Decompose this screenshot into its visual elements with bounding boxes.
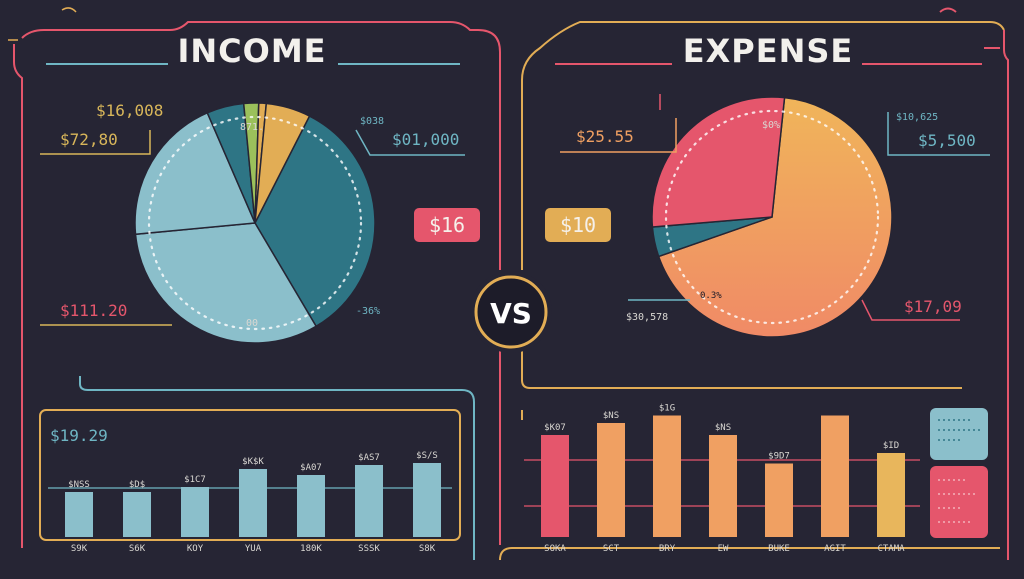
expense-bars-tick-label-1: SCT — [603, 544, 620, 554]
income-bars-tick-label-3: YUA — [245, 544, 262, 554]
income-bars-value-label-3: $K$K — [242, 457, 264, 467]
income-slice-label: 871. — [240, 122, 264, 133]
expense-bars-value-label-1: $NS — [603, 411, 619, 421]
expense-small-slice-label: 0.3% — [700, 291, 722, 301]
income-bars-tick-label-1: S6K — [129, 544, 146, 554]
income-badge: $16 — [414, 208, 480, 242]
expense-bars-bar-5 — [821, 415, 849, 537]
expense-bars-tick-label-5: AGIT — [824, 544, 846, 554]
expense-bars-tick-label-2: BRY — [659, 544, 676, 554]
income-bars-bar-6 — [413, 463, 441, 537]
expense-bars-bar-4 — [765, 463, 793, 537]
expense-bars-tick-label-6: CTAMA — [877, 544, 905, 554]
expense-bars-tick-label-3: EW — [718, 544, 729, 554]
income-bars-tick-label-0: S9K — [71, 544, 88, 554]
income-bars-bar-4 — [297, 475, 325, 537]
expense-bars-value-label-6: $ID — [883, 441, 899, 451]
expense-bars-tick-label-4: BUKE — [768, 544, 790, 554]
expense-label-bottom-right: $17,09 — [904, 297, 962, 316]
income-bars-value-label-1: $D$ — [129, 480, 145, 490]
income-bars-bar-3 — [239, 469, 267, 537]
expense-label-bottom-left: $30,578 — [626, 312, 668, 323]
expense-badge: $10 — [545, 208, 611, 242]
expense-title: EXPENSE — [683, 32, 854, 70]
income-bars-tick-label-4: 180K — [300, 544, 322, 554]
income-frame-accent — [8, 7, 77, 41]
income-pie-dotted-ring — [147, 115, 363, 331]
expense-label-right-big: $5,500 — [918, 131, 976, 150]
income-leader-top-left — [40, 130, 151, 155]
income-bars-tick-label-6: S8K — [419, 544, 436, 554]
expense-bars-bar-0 — [541, 435, 569, 537]
vs-label: VS — [490, 297, 532, 330]
expense-label-right-small: $10,625 — [896, 112, 938, 123]
income-bars-bar-1 — [123, 492, 151, 537]
expense-leader-right — [887, 112, 990, 156]
income-bars-value-label-0: $NSS — [68, 480, 90, 490]
income-title: INCOME — [177, 32, 326, 70]
vs-badge: VS — [470, 271, 552, 353]
expense-pie-slice-0 — [657, 96, 893, 338]
expense-label-left-big: $25.55 — [576, 127, 634, 146]
income-pie-slice-6 — [254, 102, 311, 224]
income-pie-slice-2 — [134, 111, 257, 236]
income-label-top-small: $16,008 — [96, 101, 163, 120]
income-bars-bar-0 — [65, 492, 93, 537]
expense-pie-dotted-ring — [664, 109, 880, 325]
income-bars-tick-label-2: KOY — [187, 544, 204, 554]
expense-slice-label: $0% — [762, 120, 780, 131]
expense-bars-bar-6 — [877, 453, 905, 537]
expense-bars-value-label-4: $9D7 — [768, 452, 790, 462]
income-pie — [134, 102, 376, 344]
income-frame — [13, 21, 501, 548]
expense-bars-value-label-2: $1G — [659, 404, 675, 414]
income-label-bottom-left: $111.20 — [60, 301, 127, 320]
income-badge-text: $16 — [429, 213, 465, 237]
income-bars-tick-label-5: SSSK — [358, 544, 380, 554]
income-bars-value-label-4: $A07 — [300, 463, 322, 473]
expense-pie-slice-2 — [651, 96, 786, 228]
income-label-right-small: $038 — [360, 116, 384, 127]
expense-bar-chart: $K07 SOKA $NS SCT $1G BRY $NS EW $9D7 BUKE AGIT $ID… — [541, 404, 905, 554]
income-label-right-big: $01,000 — [392, 130, 459, 149]
income-bars-value-label-2: $1C7 — [184, 475, 206, 485]
expense-legend-card-blue — [930, 408, 988, 460]
income-pie-slice-1 — [134, 222, 318, 344]
income-bars-bar-2 — [181, 487, 209, 537]
income-bars-value-label-5: $AS7 — [358, 453, 380, 463]
expense-bars-bar-1 — [597, 423, 625, 537]
expense-bars-value-label-0: $K07 — [544, 423, 566, 433]
income-bar-panel-label: $19.29 — [50, 426, 108, 445]
expense-bars-bar-3 — [709, 435, 737, 537]
income-label-bottom-right: -36% — [356, 306, 380, 317]
expense-frame — [521, 21, 1005, 389]
income-label-center-bottom: 00 — [246, 318, 258, 329]
income-bars-bar-5 — [355, 465, 383, 537]
expense-frame-accent — [939, 7, 1009, 560]
expense-leader-bottom-right — [861, 299, 960, 321]
expense-leader-left — [560, 118, 677, 153]
income-bar-chart: $NSS S9K $D$ S6K $1C7 KOY $K$K YUA $A07 180K $AS7 S… — [65, 451, 441, 554]
expense-bars-bar-2 — [653, 415, 681, 537]
income-bars-value-label-6: $S/S — [416, 451, 438, 461]
expense-badge-text: $10 — [560, 213, 596, 237]
income-label-top-left: $72,80 — [60, 130, 118, 149]
expense-bars-tick-label-0: SOKA — [544, 544, 566, 554]
income-leader-right — [355, 129, 465, 156]
expense-legend-card-red — [930, 466, 988, 538]
expense-pie — [651, 96, 893, 338]
expense-bars-value-label-3: $NS — [715, 423, 731, 433]
